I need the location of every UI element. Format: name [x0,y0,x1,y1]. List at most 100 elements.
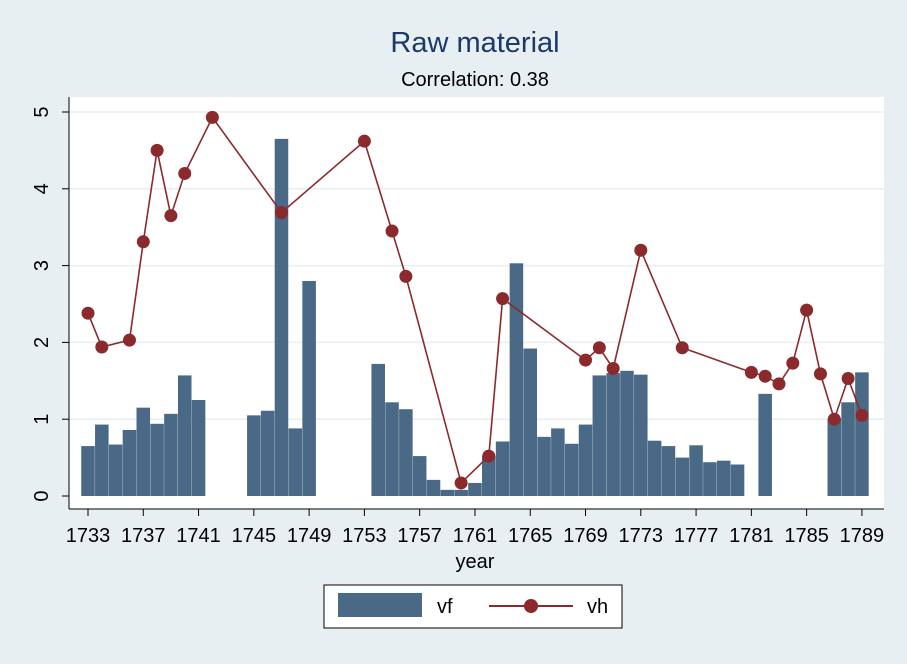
y-tick-label-1: 1 [31,414,53,425]
vf-bar-1748 [288,428,303,496]
vh-marker-1760 [454,476,468,490]
vf-bar-1771 [606,373,620,496]
vf-bar-1758 [426,479,441,496]
vh-marker-1733 [81,306,95,320]
vh-marker-1756 [399,269,413,283]
vf-bar-1775 [661,446,676,496]
vf-bar-1778 [703,462,717,496]
vh-marker-1773 [634,243,648,257]
vf-bar-1768 [564,443,579,496]
vf-bar-1739 [164,413,178,496]
vh-marker-1742 [205,110,219,124]
vh-marker-1784 [786,356,800,370]
vf-bar-1774 [647,440,662,496]
x-tick-label-1789: 1789 [840,525,885,547]
vh-marker-1755 [385,224,399,238]
vf-bar-1762 [482,456,496,496]
vf-bar-1788 [841,402,855,496]
vf-bar-1782 [758,393,772,496]
x-tick-label-1769: 1769 [563,525,608,547]
vh-marker-1781 [744,365,758,379]
vf-bar-1763 [495,441,510,496]
vf-bar-1767 [551,428,565,496]
vf-bar-1741 [191,400,206,496]
vf-bar-1754 [371,363,385,496]
vf-bar-1759 [440,489,455,496]
x-tick-label-1757: 1757 [397,525,442,547]
vf-bar-1766 [537,436,551,496]
axes: 0 1 2 3 4 5 1733 1737 1741 1745 1749 1753 1757 1761 17… [31,97,884,547]
vh-marker-1783 [772,377,786,391]
vf-bar-1757 [412,456,427,496]
vh-marker-1771 [606,362,620,376]
vh-marker-1763 [496,292,510,306]
vf-bar-1733 [81,446,95,496]
y-tick-label-2: 2 [31,337,53,348]
vf-bars [81,138,869,496]
vf-bar-1769 [578,424,593,496]
vf-bar-1734 [95,424,109,496]
vf-bar-1738 [150,423,164,496]
vf-bar-1736 [122,429,137,496]
legend-vf-label: vf [437,596,453,618]
x-tick-label-1785: 1785 [784,525,829,547]
y-tick-label-4: 4 [31,183,53,194]
vh-marker-1786 [813,367,827,381]
x-tick-label-1781: 1781 [729,525,774,547]
vf-bar-1745 [247,415,261,496]
vh-marker-1739 [164,209,178,223]
vh-marker-1747 [274,206,288,220]
vf-bar-1770 [592,375,607,496]
x-tick-label-1777: 1777 [674,525,719,547]
vh-marker-1734 [95,340,109,354]
legend-vh-label: vh [587,596,608,618]
vh-marker-1753 [357,134,371,148]
vh-marker-1769 [579,353,593,367]
legend-vf-swatch [338,593,422,617]
x-tick-label-1749: 1749 [287,525,332,547]
x-tick-label-1761: 1761 [453,525,498,547]
vf-bar-1765 [523,348,538,496]
legend: vf vh [323,584,623,629]
vh-marker-1737 [136,235,150,249]
x-tick-label-1741: 1741 [176,525,221,547]
y-tick-label-3: 3 [31,260,53,271]
vh-marker-1740 [178,166,192,180]
x-tick-label-1733: 1733 [66,525,111,547]
vf-bar-1787 [827,418,842,496]
x-axis-label: year [456,551,495,573]
legend-vh-marker [524,599,538,613]
y-tick-label-5: 5 [31,106,53,117]
vh-marker-1776 [675,341,689,355]
vf-bar-1746 [260,410,275,496]
vf-bar-1761 [468,482,482,496]
vf-bar-1779 [716,460,731,496]
vf-bar-1755 [385,402,399,496]
vf-bar-1777 [689,445,703,496]
y-tick-label-0: 0 [31,490,53,501]
x-tick-label-1745: 1745 [232,525,277,547]
vf-bar-1789 [855,372,869,496]
x-tick-label-1737: 1737 [121,525,166,547]
vh-marker-1788 [841,371,855,385]
vh-marker-1785 [800,303,814,317]
vf-bar-1756 [399,409,413,496]
vf-bar-1760 [454,489,468,496]
vf-bar-1737 [136,407,151,496]
vf-bar-1749 [302,280,316,496]
vh-marker-1738 [150,143,164,157]
vh-line-series [81,110,869,490]
chart-title: Raw material [390,27,559,59]
vf-bar-1735 [108,444,123,496]
vh-marker-1789 [855,408,869,422]
x-tick-label-1773: 1773 [619,525,664,547]
vf-bar-1740 [177,375,192,496]
x-tick-label-1765: 1765 [508,525,553,547]
vf-bar-1773 [634,374,648,496]
x-tick-label-1753: 1753 [342,525,387,547]
vh-marker-1770 [592,341,606,355]
vh-marker-1762 [482,449,496,463]
vf-bar-1780 [730,464,745,496]
